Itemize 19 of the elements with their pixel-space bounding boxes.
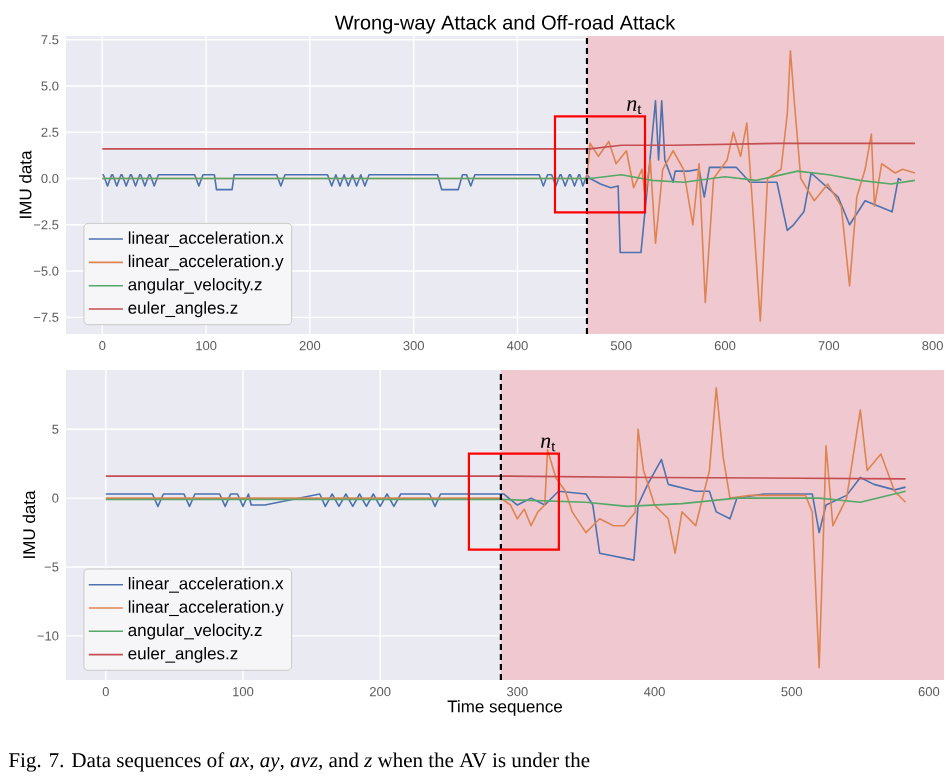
- legend-label: linear_acceleration.y: [128, 600, 284, 617]
- annotation: n$_{t}$: [540, 437, 556, 452]
- text: Fig. 7. Data sequences of ax, ay, avz, and z when the AV is under the: [9, 752, 590, 772]
- legend-label: linear_acceleration.x: [128, 231, 284, 248]
- y-axis-title: IMU data: [19, 150, 32, 218]
- legend-label: angular_velocity.z: [128, 278, 262, 294]
- legend-label: euler_angles.z: [128, 646, 238, 663]
- annotation: n$_{t}$: [627, 100, 642, 115]
- legend-label: linear_acceleration.x: [128, 577, 284, 593]
- line-series: [104, 458, 907, 561]
- legend-label: linear_acceleration.y: [128, 254, 284, 271]
- legend-label: euler_angles.z: [128, 301, 238, 318]
- x-axis-title: Time sequence: [447, 699, 562, 716]
- legend-label: angular_velocity.z: [128, 623, 262, 640]
- chart-title: Wrong-way Attack and Off-road Attack: [334, 14, 676, 34]
- y-axis-title: IMU data: [22, 490, 36, 558]
- line-series: [104, 387, 907, 669]
- line-series: [101, 170, 916, 185]
- line-series: [104, 490, 907, 508]
